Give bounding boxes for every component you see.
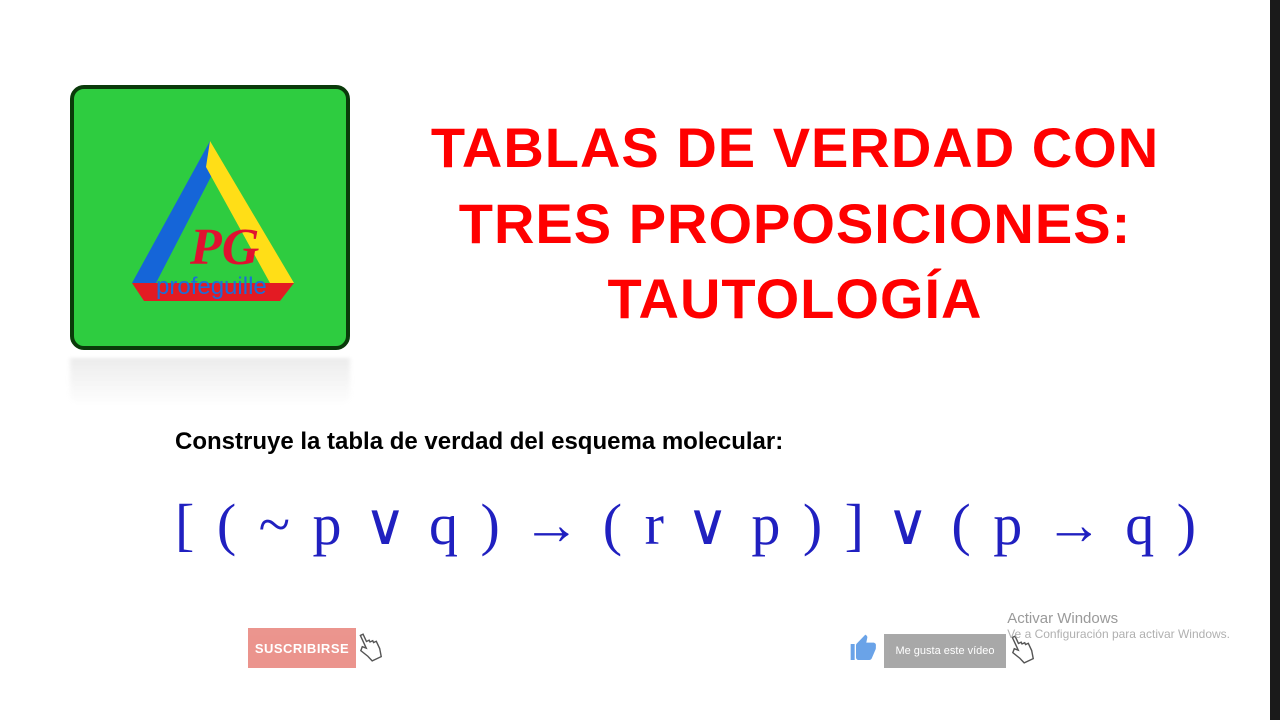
logo-triangle: PG profeguille [100, 133, 320, 303]
windows-activation-watermark: Activar Windows Ve a Configuración para … [1007, 610, 1230, 641]
right-border [1270, 0, 1280, 720]
slide-title: TABLAS DE VERDAD CON TRES PROPOSICIONES:… [395, 110, 1195, 337]
logo-initials: PG [190, 218, 259, 277]
brand-logo: PG profeguille [70, 85, 350, 350]
like-button[interactable]: Me gusta este vídeo [884, 634, 1006, 668]
title-line-1: TABLAS DE VERDAD CON [395, 110, 1195, 186]
title-line-3: TAUTOLOGÍA [395, 261, 1195, 337]
instruction-text: Construye la tabla de verdad del esquema… [175, 428, 783, 456]
watermark-title: Activar Windows [1007, 610, 1230, 627]
watermark-subtitle: Ve a Configuración para activar Windows. [1007, 627, 1230, 641]
subscribe-label: SUSCRIBIRSE [255, 641, 349, 656]
logo-brand-name: profeguille [156, 273, 267, 301]
pointer-icon [350, 626, 393, 676]
subscribe-button[interactable]: SUSCRIBIRSE [248, 628, 356, 668]
thumbs-up-icon [848, 632, 880, 672]
logic-formula: [ ( ~ p ∨ q ) → ( r ∨ p ) ] ∨ ( p → q ) [175, 490, 1200, 558]
title-line-2: TRES PROPOSICIONES: [395, 186, 1195, 262]
logo-reflection [70, 358, 350, 406]
like-label: Me gusta este vídeo [895, 645, 994, 657]
